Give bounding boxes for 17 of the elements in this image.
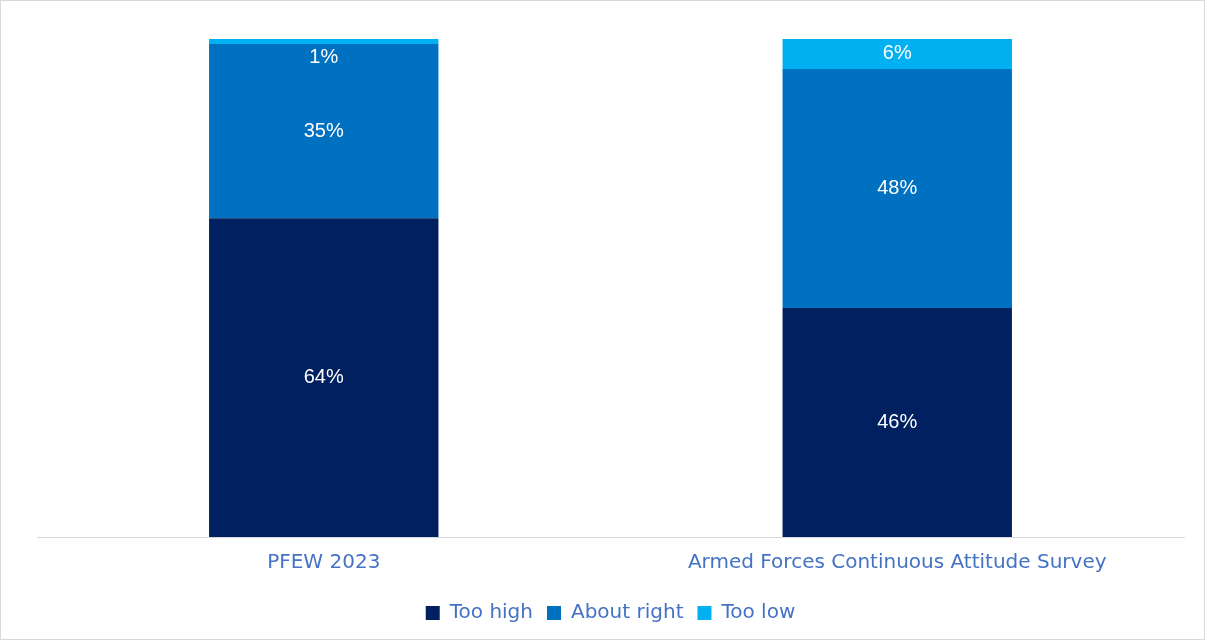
legend-label: About right bbox=[570, 599, 684, 624]
bar bbox=[209, 218, 439, 537]
x-tick-label: PFEW 2023 bbox=[267, 549, 381, 574]
bar bbox=[782, 39, 1012, 69]
legend-label: Too high bbox=[448, 599, 533, 624]
x-tick-label: Armed Forces Continuous Attitude Survey bbox=[687, 549, 1107, 574]
data-label: 35% bbox=[303, 118, 344, 141]
legend-label: Too low bbox=[720, 599, 796, 624]
bar bbox=[782, 68, 1012, 308]
data-label: 48% bbox=[877, 175, 918, 198]
bar bbox=[209, 43, 439, 219]
bar bbox=[782, 307, 1012, 537]
bar bbox=[209, 39, 439, 44]
data-label: 46% bbox=[877, 409, 918, 432]
data-label: 64% bbox=[303, 365, 344, 388]
data-label: 6% bbox=[882, 41, 912, 64]
data-label: 1% bbox=[309, 45, 339, 68]
